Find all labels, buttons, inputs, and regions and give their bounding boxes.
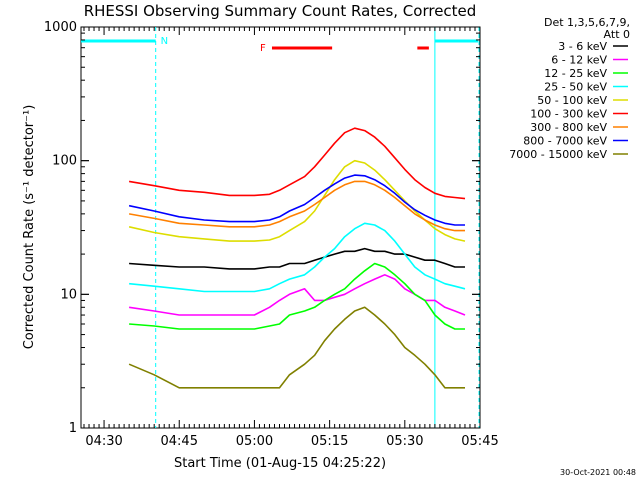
y-axis: 1 10 100 1000: [44, 20, 480, 436]
series-line-4: [129, 222, 466, 293]
x-axis: 04:30 04:45 05:00 05:15 05:30 05:45: [83, 27, 499, 449]
y-tick-label: 10: [60, 287, 77, 302]
legend-label: 100 - 300 keV: [530, 108, 607, 121]
chart-title: RHESSI Observing Summary Count Rates, Co…: [84, 2, 477, 20]
legend-label: 50 - 100 keV: [537, 94, 607, 107]
y-tick-label: 1: [69, 421, 77, 436]
legend-label: 3 - 6 keV: [558, 40, 607, 53]
legend-header-line-2: Att 0: [604, 28, 630, 41]
y-tick-label: 100: [52, 154, 77, 169]
series-line-3: [129, 262, 465, 330]
x-tick-label: 04:45: [161, 434, 198, 449]
x-tick-label: 05:00: [236, 434, 273, 449]
x-axis-label: Start Time (01-Aug-15 04:25:22): [174, 456, 386, 471]
legend-header-line-1: Det 1,3,5,6,7,9,: [544, 16, 630, 29]
series-line-7: [128, 180, 465, 232]
legend-label: 12 - 25 keV: [544, 67, 607, 80]
series-line-6: [128, 127, 466, 200]
legend-label: 800 - 7000 keV: [523, 135, 607, 148]
series-layer: [128, 127, 466, 389]
annotations: NF: [81, 27, 480, 428]
x-tick-label: 05:15: [311, 434, 348, 449]
series-line-1: [129, 247, 465, 270]
legend-header: Det 1,3,5,6,7,9, Att 0: [544, 16, 630, 41]
legend-label: 7000 - 15000 keV: [509, 148, 607, 161]
x-tick-label: 05:30: [386, 434, 423, 449]
series-line-5: [128, 159, 466, 242]
y-axis-label: Corrected Count Rate (s⁻¹ detector⁻¹): [22, 105, 37, 350]
legend-label: 6 - 12 keV: [551, 54, 607, 67]
plot-frame: [80, 26, 481, 429]
y-tick-label: 1000: [44, 20, 77, 35]
series-line-9: [128, 306, 465, 389]
x-tick-label: 05:45: [461, 434, 498, 449]
footer-date: 30-Oct-2021 00:48: [560, 468, 636, 477]
night-label: N: [161, 36, 168, 47]
series-line-8: [128, 174, 465, 226]
flare-label: F: [260, 43, 266, 54]
x-tick-label: 04:30: [85, 434, 122, 449]
legend-label: 300 - 800 keV: [530, 121, 607, 134]
legend-label: 25 - 50 keV: [544, 81, 607, 94]
